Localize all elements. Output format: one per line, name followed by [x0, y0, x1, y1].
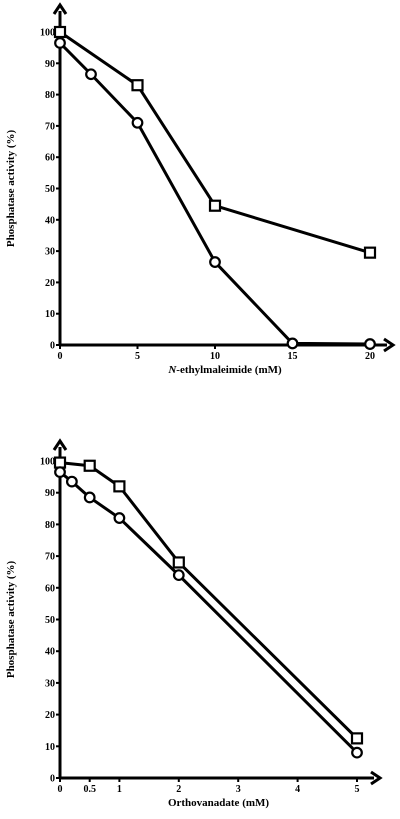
- y-tick-label: 20: [45, 278, 55, 289]
- y-axis-arrowhead: [52, 438, 68, 451]
- data-point-circle: [83, 491, 96, 504]
- data-point-circle: [172, 569, 185, 582]
- x-axis-label: Orthovanadate (mM): [168, 797, 269, 809]
- y-tick-label: 20: [45, 710, 55, 721]
- series-circle-line: [59, 470, 359, 754]
- y-tick-label: 30: [45, 247, 55, 258]
- data-point-square: [53, 456, 67, 469]
- x-tick-label: 0: [58, 351, 63, 362]
- data-point-circle: [131, 116, 144, 129]
- y-tick-label: 80: [45, 90, 55, 101]
- y-tick-label: 10: [45, 309, 55, 320]
- series-square-line: [59, 30, 371, 255]
- data-point-square: [113, 480, 126, 493]
- data-point-square: [208, 199, 222, 212]
- y-tick-label: 0: [50, 774, 55, 785]
- y-tick-label: 60: [45, 153, 55, 164]
- y-tick-label: 50: [45, 184, 55, 195]
- x-tick-label: 10: [210, 351, 220, 362]
- chart-panel-nem: 0 10 20 30 40 50 60 70 80 90 100 0 5 10 15 20 N-ethylmal…: [5, 2, 396, 376]
- series-circle-line: [58, 41, 371, 346]
- x-tick-label: 0: [58, 784, 63, 795]
- data-point-circle: [65, 475, 78, 488]
- y-tick-label: 70: [45, 552, 55, 563]
- x-tick-label: 4: [295, 784, 300, 795]
- y-tick-label: 90: [45, 488, 55, 499]
- chart-panel-orthovanadate: 0 10 20 30 40 50 60 70 80 90 100 0 0.5 1 2 3 4 5 Orthovana…: [5, 438, 383, 809]
- x-tick-label: 1: [117, 784, 122, 795]
- data-point-square: [350, 732, 364, 745]
- x-axis-label: N-ethylmaleimide (mM): [167, 364, 282, 376]
- y-tick-label: 100: [40, 457, 55, 468]
- data-point-circle: [54, 37, 66, 49]
- x-axis-arrowhead: [370, 770, 383, 786]
- y-tick-label: 50: [45, 615, 55, 626]
- data-point-square: [83, 459, 96, 472]
- data-point-circle: [54, 466, 66, 478]
- data-point-square: [53, 25, 67, 39]
- data-point-square: [172, 556, 185, 569]
- y-tick-label: 30: [45, 678, 55, 689]
- data-point-square: [363, 246, 377, 259]
- x-tick-label: 0.5: [83, 784, 96, 795]
- x-tick-label: 20: [365, 351, 375, 362]
- y-tick-label: 100: [40, 28, 55, 39]
- y-tick-label: 80: [45, 520, 55, 531]
- data-point-circle: [351, 746, 363, 759]
- series-square-line: [59, 461, 359, 740]
- y-axis-label: Phosphatase activity (%): [5, 130, 17, 248]
- x-tick-label: 15: [288, 351, 298, 362]
- x-axis-arrowhead: [383, 337, 396, 353]
- data-point-circle: [364, 338, 376, 350]
- x-tick-label: 3: [236, 784, 241, 795]
- y-tick-label: 0: [50, 341, 55, 352]
- y-tick-label: 40: [45, 647, 55, 658]
- y-tick-label: 90: [45, 59, 55, 70]
- data-point-circle: [209, 256, 221, 268]
- data-point-circle: [286, 337, 299, 350]
- data-point-square: [131, 79, 144, 92]
- data-point-circle: [85, 68, 97, 81]
- y-tick-label: 10: [45, 742, 55, 753]
- y-axis-label: Phosphatase activity (%): [5, 561, 17, 679]
- x-tick-label: 5: [135, 351, 140, 362]
- data-point-circle: [113, 512, 126, 524]
- x-tick-label: 5: [355, 784, 360, 795]
- y-tick-label: 70: [45, 121, 55, 132]
- y-tick-label: 40: [45, 215, 55, 226]
- y-tick-label: 60: [45, 583, 55, 594]
- x-tick-label: 2: [176, 784, 181, 795]
- y-axis-arrowhead: [52, 2, 68, 15]
